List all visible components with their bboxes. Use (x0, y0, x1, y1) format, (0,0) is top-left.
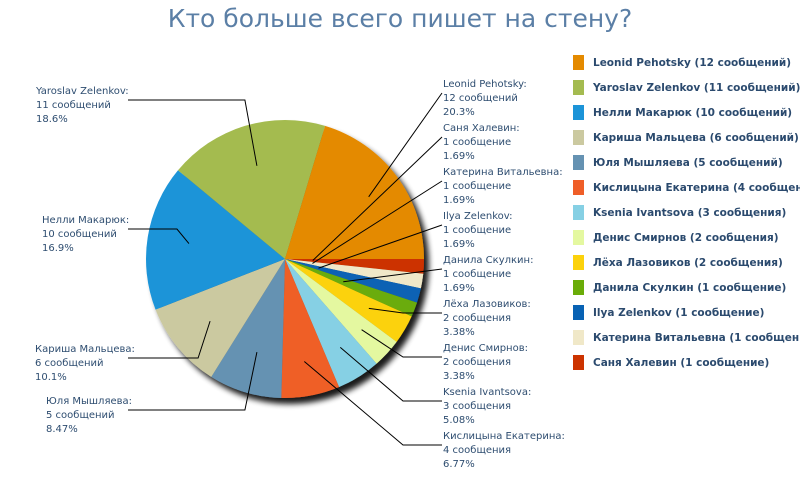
legend-item[interactable]: Данила Скулкин (1 сообщение) (593, 282, 786, 294)
data-label-label: Лёха Лазовиков: (443, 299, 531, 310)
leader-line-6 (339, 346, 442, 402)
data-label-percent: 20.3% (443, 107, 475, 118)
leader-line-0 (368, 92, 443, 198)
legend-item[interactable]: Кислицына Екатерина (4 сообщения) (593, 182, 800, 194)
legend-swatch (573, 305, 584, 320)
data-label-count: 2 сообщения (443, 313, 511, 324)
data-label-label: Ksenia Ivantsova: (443, 387, 531, 398)
legend-swatch (573, 105, 584, 120)
leader-line-2 (128, 228, 190, 244)
pie-slice-3[interactable] (155, 259, 285, 377)
pie-slice-1[interactable] (177, 120, 326, 260)
leader-line-11 (312, 180, 443, 264)
pie-slice-6[interactable] (285, 259, 377, 388)
leader-line-10 (318, 224, 443, 269)
pie-slice-4[interactable] (211, 259, 285, 398)
data-label-percent: 18.6% (36, 114, 68, 125)
data-label-count: 1 сообщение (443, 137, 511, 148)
leader-line-9 (343, 268, 443, 283)
legend-swatch (573, 180, 584, 195)
legend-item[interactable]: Leonid Pehotsky (12 сообщений) (593, 57, 791, 69)
data-label-count: 1 сообщение (443, 269, 511, 280)
data-label-label: Кислицына Екатерина: (443, 431, 565, 442)
data-label-count: 6 сообщений (35, 358, 104, 369)
legend-swatch (573, 55, 584, 70)
data-label-percent: 5.08% (443, 415, 475, 426)
leader-line-8 (368, 307, 442, 314)
legend-swatch (573, 330, 584, 345)
data-label-count: 2 сообщения (443, 357, 511, 368)
pie-slice-12[interactable] (285, 259, 424, 274)
legend-swatch (573, 130, 584, 145)
data-label-count: 3 сообщения (443, 401, 511, 412)
data-label-label: Нелли Макарюк: (42, 215, 129, 226)
data-label-label: Yaroslav Zelenkov: (35, 86, 129, 97)
legend-swatch (573, 205, 584, 220)
data-label-percent: 1.69% (443, 283, 475, 294)
data-label-label: Денис Смирнов: (443, 343, 528, 354)
legend-item[interactable]: Yaroslav Zelenkov (11 сообщений) (592, 82, 800, 94)
pie-slice-0[interactable] (285, 125, 424, 259)
chart-title: Кто больше всего пишет на стену? (167, 4, 633, 33)
legend-swatch (573, 280, 584, 295)
data-label-label: Ilya Zelenkov: (443, 211, 513, 222)
data-label-percent: 1.69% (443, 239, 475, 250)
data-label-label: Кариша Мальцева: (35, 344, 135, 355)
legend-item[interactable]: Нелли Макарюк (10 сообщений) (593, 107, 792, 119)
data-label-label: Данила Скулкин: (443, 255, 533, 266)
leader-line-4 (128, 352, 258, 411)
leader-line-1 (128, 99, 258, 166)
data-label-count: 1 сообщение (443, 181, 511, 192)
legend-item[interactable]: Саня Халевин (1 сообщение) (593, 357, 769, 369)
leader-line-7 (361, 329, 442, 358)
data-label-percent: 10.1% (35, 372, 67, 383)
data-label-percent: 1.69% (443, 195, 475, 206)
data-label-label: Leonid Pehotsky: (443, 79, 527, 90)
data-label-percent: 3.38% (443, 371, 475, 382)
legend-swatch (573, 355, 584, 370)
data-label-percent: 6.77% (443, 459, 475, 470)
legend-swatch (573, 255, 584, 270)
data-label-count: 5 сообщений (46, 410, 115, 421)
leader-line-5 (303, 361, 442, 446)
data-label-label: Катерина Витальевна: (443, 167, 563, 178)
legend-item[interactable]: Ilya Zelenkov (1 сообщение) (593, 307, 764, 319)
legend-item[interactable]: Лёха Лазовиков (2 сообщения) (593, 257, 783, 269)
pie-slice-8[interactable] (285, 259, 412, 342)
legend-item[interactable]: Денис Смирнов (2 сообщения) (593, 232, 779, 244)
data-label-percent: 16.9% (42, 243, 74, 254)
pie-slice-2[interactable] (145, 170, 285, 310)
pie-slice-7[interactable] (285, 259, 397, 364)
pie-slice-9[interactable] (285, 259, 417, 317)
data-label-label: Юля Мышляева: (46, 396, 132, 407)
legend-item[interactable]: Катерина Витальевна (1 сообщение) (593, 332, 800, 344)
data-label-count: 12 сообщений (443, 93, 518, 104)
data-label-count: 10 сообщений (42, 229, 117, 240)
pie-slice-11[interactable] (285, 259, 424, 289)
data-label-percent: 3.38% (443, 327, 475, 338)
legend-item[interactable]: Юля Мышляева (5 сообщений) (593, 157, 783, 169)
leader-line-12 (312, 136, 443, 261)
data-label-percent: 8.47% (46, 424, 78, 435)
data-label-percent: 1.69% (443, 151, 475, 162)
data-label-count: 1 сообщение (443, 225, 511, 236)
data-label-label: Саня Халевин: (443, 123, 520, 134)
legend-item[interactable]: Ksenia Ivantsova (3 сообщения) (593, 207, 786, 219)
leader-line-3 (128, 320, 211, 359)
data-label-count: 4 сообщения (443, 445, 511, 456)
data-label-count: 11 сообщений (36, 100, 111, 111)
legend-item[interactable]: Кариша Мальцева (6 сообщений) (593, 132, 799, 144)
legend-swatch (573, 80, 584, 95)
legend-swatch (573, 230, 584, 245)
pie-slice-5[interactable] (281, 259, 340, 398)
legend-swatch (573, 155, 584, 170)
